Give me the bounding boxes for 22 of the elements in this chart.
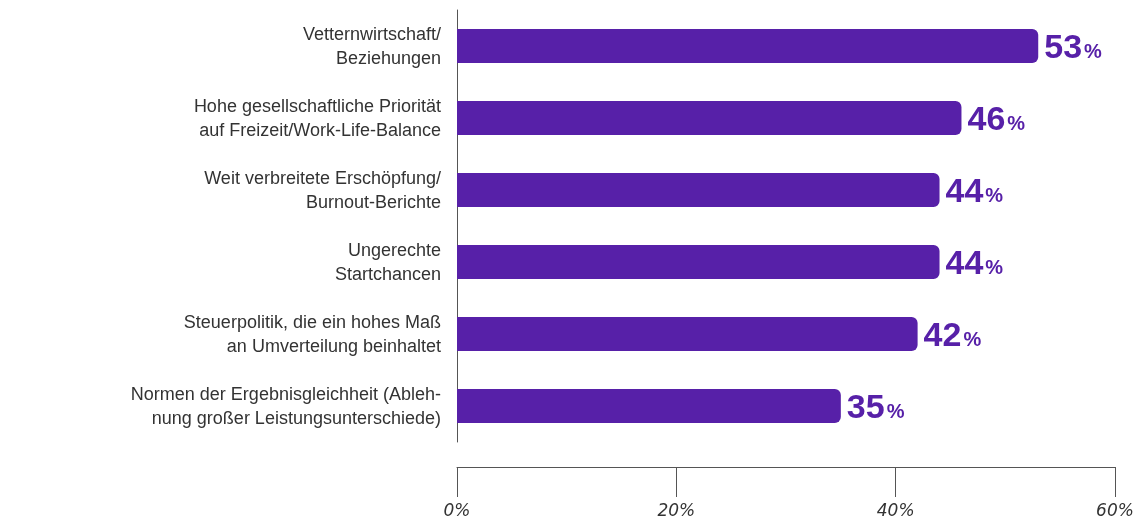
x-tick-label: 60% <box>1096 499 1134 520</box>
x-tick-label: 20% <box>657 499 696 520</box>
bar <box>457 101 962 135</box>
y-tick-label: Steuerpolitik, die ein hohes Maß an Umverteilung beinhaltet <box>183 312 441 356</box>
data-label: 44% <box>945 171 1004 209</box>
y-tick-label: Hohe gesellschaftliche Priorität auf Freizeit/Work-Life-Balance <box>193 96 441 140</box>
y-tick-label: Normen der Ergebnisgleichheit (Ableh- nung großer Leistungsunterschiede) <box>130 384 441 428</box>
bar <box>457 317 918 351</box>
x-tick-label: 0% <box>443 499 471 520</box>
y-tick-label: Weit verbreitete Erschöpfung/ Burnout-Berichte <box>204 168 441 212</box>
data-label: 42% <box>923 315 982 353</box>
bar <box>457 389 841 423</box>
data-label: 46% <box>967 99 1026 137</box>
data-label: 53% <box>1044 27 1103 65</box>
bar <box>457 245 940 279</box>
x-tick-label: 40% <box>876 499 915 520</box>
y-tick-label: Ungerechte Startchancen <box>334 240 441 284</box>
data-label: 44% <box>945 243 1004 281</box>
bar <box>457 173 940 207</box>
y-tick-label: Vetternwirtschaft/ Beziehungen <box>302 24 441 68</box>
bar <box>457 29 1039 63</box>
data-label: 35% <box>846 387 905 425</box>
